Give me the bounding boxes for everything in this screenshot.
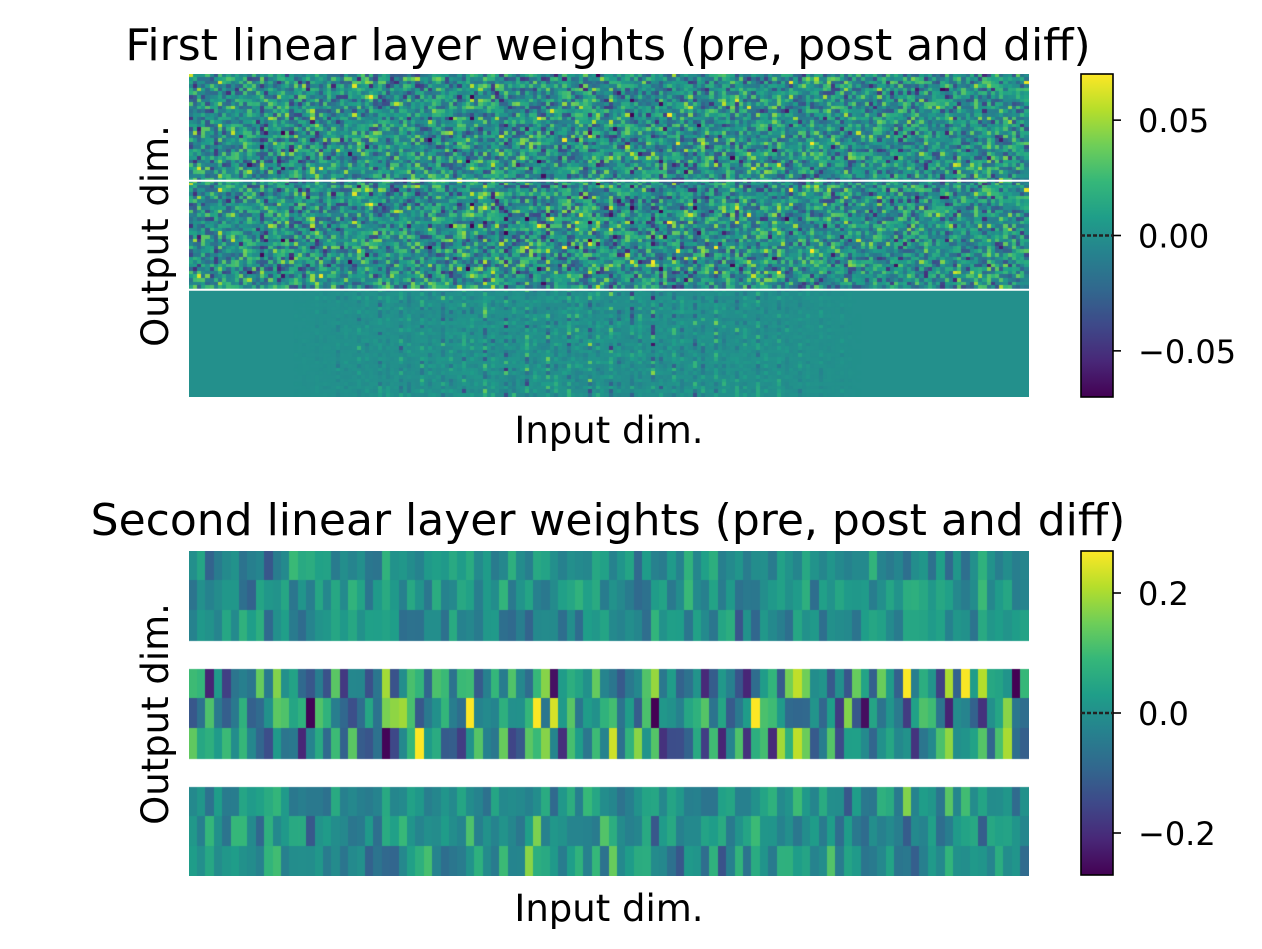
chart2-heatmap — [189, 551, 1029, 876]
chart1-colorbar: 0.05 0.00 −0.05 — [1080, 73, 1236, 398]
chart2-ylabel: Output dim. — [134, 603, 177, 825]
chart-second-layer: Second linear layer weights (pre, post a… — [91, 495, 1216, 930]
chart2-heatmap-canvas — [189, 551, 1029, 876]
chart2-title: Second linear layer weights (pre, post a… — [91, 495, 1126, 546]
chart1-xlabel: Input dim. — [514, 409, 703, 452]
colorbar-tick-label: −0.05 — [1138, 333, 1236, 371]
chart2-heatmap-object — [189, 551, 1029, 876]
chart1-heatmap — [189, 74, 1029, 397]
chart1-heatmap-canvas — [189, 74, 1029, 397]
chart-first-layer: First linear layer weights (pre, post an… — [125, 20, 1236, 452]
colorbar-tick-label: −0.2 — [1138, 815, 1216, 853]
chart1-colorbar-ticks: 0.05 0.00 −0.05 — [1081, 102, 1236, 371]
chart2-colorbar-ticks: 0.2 0.0 −0.2 — [1081, 575, 1216, 853]
chart1-title: First linear layer weights (pre, post an… — [125, 20, 1090, 71]
colorbar-tick-label: 0.0 — [1138, 695, 1189, 733]
colorbar-tick-label: 0.05 — [1138, 102, 1209, 140]
chart2-colorbar: 0.2 0.0 −0.2 — [1080, 550, 1216, 876]
chart1-ylabel: Output dim. — [134, 125, 177, 347]
chart1-heatmap-object — [189, 74, 1029, 397]
colorbar-tick-label: 0.00 — [1138, 218, 1209, 256]
colorbar-tick-label: 0.2 — [1138, 575, 1189, 613]
chart2-xlabel: Input dim. — [514, 887, 703, 930]
